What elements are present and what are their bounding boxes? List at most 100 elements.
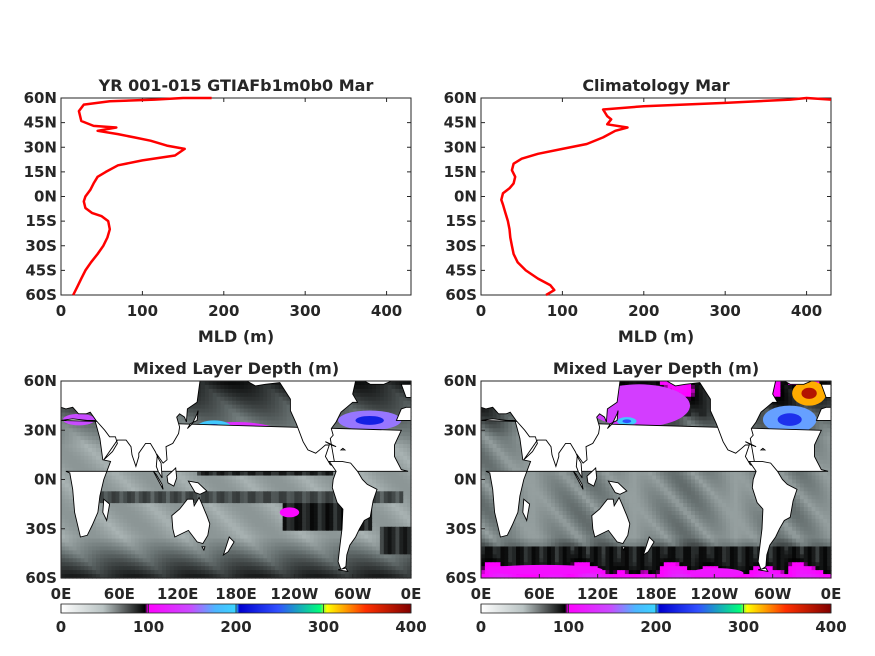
- mld-cell: [232, 416, 237, 421]
- mld-cell: [399, 396, 404, 402]
- mld-cell: [403, 507, 408, 512]
- mld-cell: [251, 495, 257, 500]
- mld-cell: [236, 534, 241, 540]
- mld-cell: [379, 550, 385, 555]
- mld-cell: [383, 408, 389, 414]
- mld-cell: [286, 550, 292, 555]
- mld-cell: [274, 526, 280, 532]
- mld-cell: [115, 570, 120, 575]
- mld-cell: [204, 546, 210, 552]
- mld-cell: [337, 507, 342, 512]
- mld-cell: [146, 487, 152, 492]
- mld-cell: [72, 542, 78, 548]
- mld-cell: [239, 392, 245, 398]
- mld-cell: [243, 471, 249, 477]
- mld-cell: [208, 526, 214, 532]
- mld-cell: [239, 514, 245, 520]
- mld-cell: [395, 491, 400, 496]
- mld-cell: [383, 562, 389, 567]
- mld-cell: [298, 570, 303, 575]
- mld-cell: [403, 444, 408, 449]
- mld-cell: [208, 499, 214, 504]
- mld-cell: [84, 447, 89, 453]
- mld-cell: [247, 483, 253, 488]
- mld-cell: [119, 475, 124, 481]
- mld-cell: [224, 388, 229, 394]
- mld-cell: [247, 530, 253, 536]
- mld-cell: [376, 538, 381, 544]
- mld-cell: [68, 534, 74, 540]
- mld-cell: [216, 491, 222, 496]
- mld-cell: [166, 570, 171, 575]
- mld-cell: [115, 530, 120, 536]
- mld-cell: [80, 444, 85, 449]
- mld-cell: [76, 570, 82, 575]
- mld-cell: [158, 491, 163, 496]
- mld-cell: [306, 491, 311, 496]
- mld-cell: [111, 526, 117, 532]
- mld-cell: [407, 396, 412, 402]
- mld-cell: [267, 526, 272, 532]
- mld-cell: [259, 388, 264, 394]
- mld-cell: [169, 570, 175, 575]
- mld-cell: [162, 511, 167, 516]
- mld-cell: [263, 562, 268, 567]
- y-tick-label: 30S: [445, 237, 477, 255]
- mld-cell: [403, 440, 408, 445]
- mld-cell: [138, 538, 144, 544]
- mld-cell: [317, 487, 323, 492]
- mld-cell: [267, 408, 272, 414]
- mld-cell: [317, 518, 323, 524]
- mld-cell: [247, 562, 253, 567]
- mld-cell: [360, 384, 365, 390]
- mld-cell: [395, 546, 400, 552]
- mld-cell: [379, 400, 385, 406]
- mld-cell: [216, 471, 222, 477]
- mld-cell: [383, 499, 389, 504]
- mld-cell: [294, 558, 299, 563]
- mld-cell: [208, 511, 214, 516]
- mld-cell: [255, 495, 260, 500]
- mld-cell: [220, 483, 225, 488]
- mld-cell: [154, 562, 159, 567]
- mld-cell: [232, 538, 237, 544]
- mld-cell: [278, 534, 284, 540]
- mld-cell: [197, 471, 202, 477]
- mld-cell: [644, 381, 649, 386]
- mld-cell: [185, 542, 190, 548]
- mld-cell: [103, 546, 109, 552]
- mld-cell: [88, 542, 93, 548]
- mld-cell: [236, 503, 241, 508]
- mld-cell: [177, 416, 183, 421]
- mld-cell: [267, 562, 272, 567]
- mld-cell: [169, 499, 175, 504]
- colorbar-tick-label: 0: [56, 618, 66, 636]
- x-tick-label: 400: [791, 302, 822, 320]
- mld-cell: [403, 436, 408, 441]
- mld-cell: [111, 503, 117, 508]
- mld-cell: [76, 538, 82, 544]
- mld-cell: [162, 526, 167, 532]
- mld-cell: [376, 558, 381, 563]
- mld-cell: [88, 424, 93, 429]
- mld-cell: [379, 495, 385, 500]
- mld-cell: [687, 392, 692, 398]
- mld-cell: [64, 491, 70, 496]
- mld-cell: [352, 562, 358, 567]
- mld-cell: [259, 574, 264, 579]
- mld-cell: [407, 522, 412, 528]
- mld-cell: [131, 546, 136, 552]
- mld-cell: [220, 416, 225, 421]
- mld-cell: [189, 554, 194, 559]
- mld-cell: [119, 499, 124, 504]
- plot-area: [60, 97, 412, 296]
- mld-cell: [278, 499, 284, 504]
- mld-cell: [236, 487, 241, 492]
- mld-cell: [267, 471, 272, 477]
- mld-cell: [321, 487, 327, 492]
- mld-cell: [134, 538, 140, 544]
- mld-cell: [111, 499, 117, 504]
- mld-cell: [92, 432, 97, 437]
- land-mask: [244, 380, 359, 468]
